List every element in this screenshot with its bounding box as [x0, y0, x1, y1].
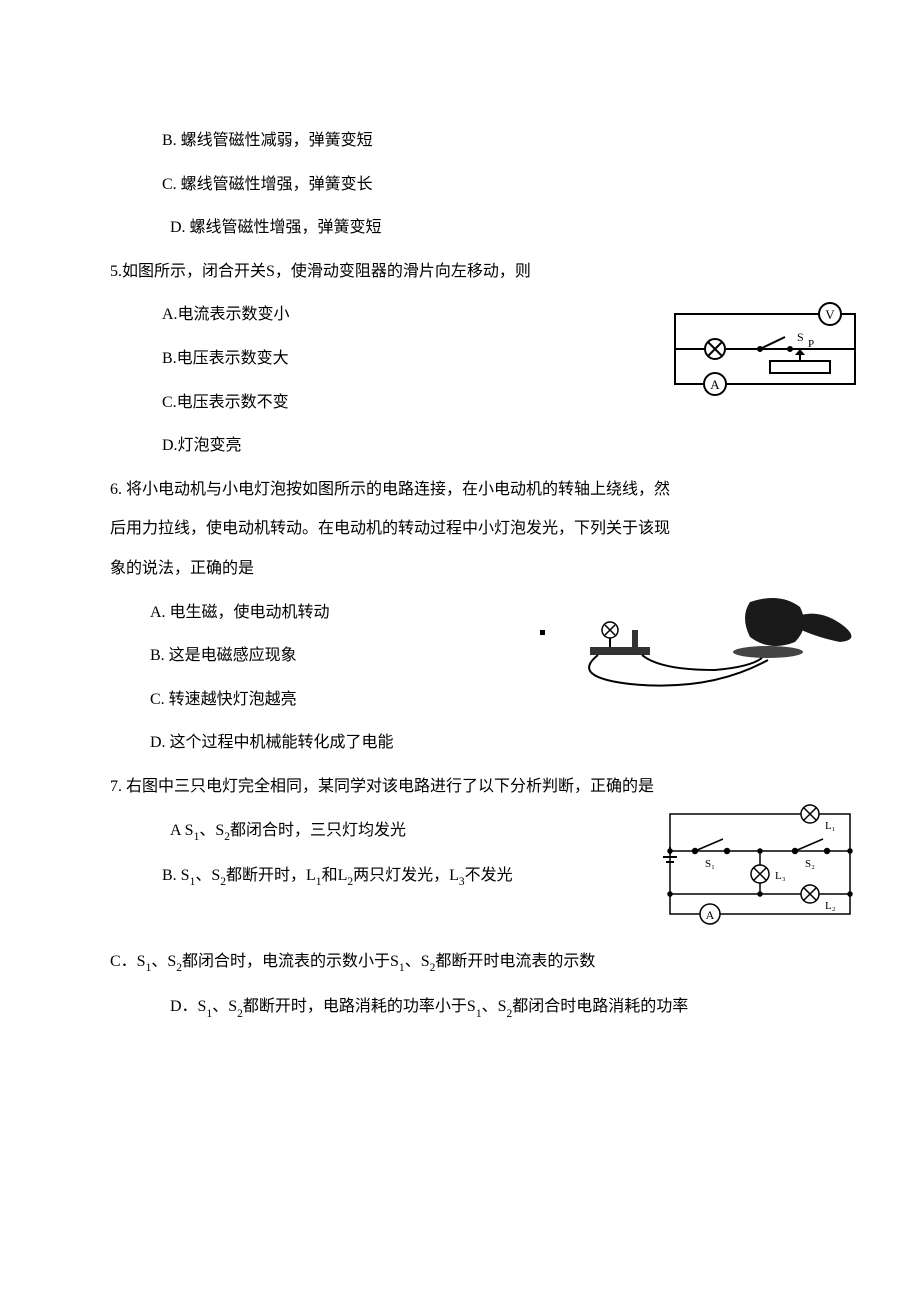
- q6-stem-line1: 6. 将小电动机与小电灯泡按如图所示的电路连接，在小电动机的转轴上绕线，然: [110, 477, 810, 503]
- bullet-marker-icon: [540, 630, 545, 635]
- q6-option-d: D. 这个过程中机械能转化成了电能: [110, 730, 810, 756]
- question-7-lower-options: C．S1、S2都闭合时，电流表的示数小于S1、S2都断开时电流表的示数 D．S1…: [110, 949, 810, 1022]
- switch-label: S: [797, 330, 804, 344]
- switch-s2-label: S₂: [805, 858, 815, 870]
- q5-option-d: D.灯泡变亮: [110, 433, 810, 459]
- ammeter-label: A: [710, 377, 720, 392]
- q6-motor-bulb-figure: [540, 582, 875, 697]
- q4-option-d: D. 螺线管磁性增强，弹簧变短: [110, 215, 810, 241]
- lamp-l2-label: L₂: [825, 900, 836, 912]
- switch-s1-label: S₁: [705, 858, 715, 870]
- q6-stem-line3: 象的说法，正确的是: [110, 556, 810, 582]
- question-7: 7. 右图中三只电灯完全相同，某同学对该电路进行了以下分析判断，正确的是 A S…: [110, 774, 810, 891]
- q7-option-c: C．S1、S2都闭合时，电流表的示数小于S1、S2都断开时电流表的示数: [110, 949, 810, 977]
- q4-option-b: B. 螺线管磁性减弱，弹簧变短: [110, 128, 810, 154]
- question-4-options: B. 螺线管磁性减弱，弹簧变短 C. 螺线管磁性增强，弹簧变长 D. 螺线管磁性…: [110, 128, 810, 241]
- q7-circuit-figure: L₁ S₁ S₂ L₃: [655, 799, 865, 929]
- lamp-l3-label: L₃: [775, 870, 786, 882]
- ammeter-a-label: A: [706, 908, 715, 922]
- q4-option-c: C. 螺线管磁性增强，弹簧变长: [110, 172, 810, 198]
- voltmeter-label: V: [825, 307, 835, 322]
- rheostat-slider-label: P: [808, 338, 814, 350]
- lamp-l1-label: L₁: [825, 820, 836, 832]
- q6-stem-line2: 后用力拉线，使电动机转动。在电动机的转动过程中小灯泡发光，下列关于该现: [110, 516, 810, 542]
- question-5: 5.如图所示，闭合开关S，使滑动变阻器的滑片向左移动，则 A.电流表示数变小 B…: [110, 259, 810, 459]
- question-6: 6. 将小电动机与小电灯泡按如图所示的电路连接，在小电动机的转轴上绕线，然 后用…: [110, 477, 810, 756]
- q7-option-d: D．S1、S2都断开时，电路消耗的功率小于S1、S2都闭合时电路消耗的功率: [110, 994, 810, 1022]
- q5-circuit-figure: V P A S: [655, 289, 880, 409]
- q7-stem: 7. 右图中三只电灯完全相同，某同学对该电路进行了以下分析判断，正确的是: [110, 774, 810, 800]
- q5-stem: 5.如图所示，闭合开关S，使滑动变阻器的滑片向左移动，则: [110, 259, 810, 285]
